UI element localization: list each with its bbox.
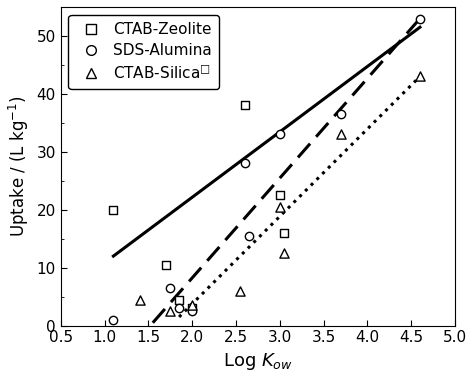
Point <box>337 132 345 138</box>
Point <box>166 285 174 291</box>
Point <box>281 230 288 236</box>
X-axis label: Log $K_{ow}$: Log $K_{ow}$ <box>223 351 293 372</box>
Legend: CTAB-Zeolite, SDS-Alumina, CTAB-Silica$^{□}$: CTAB-Zeolite, SDS-Alumina, CTAB-Silica$^… <box>68 14 219 89</box>
Point <box>237 288 244 294</box>
Point <box>416 74 424 80</box>
Point <box>162 262 170 268</box>
Point <box>281 250 288 256</box>
Y-axis label: Uptake / (L kg$^{-1}$): Uptake / (L kg$^{-1}$) <box>7 96 31 237</box>
Point <box>189 302 196 309</box>
Point <box>241 102 248 108</box>
Point <box>136 296 144 302</box>
Point <box>189 308 196 314</box>
Point <box>189 305 196 311</box>
Point <box>166 308 174 314</box>
Point <box>276 204 283 210</box>
Point <box>276 192 283 198</box>
Point <box>241 160 248 166</box>
Point <box>337 111 345 117</box>
Point <box>246 233 253 239</box>
Point <box>109 317 117 323</box>
Point <box>416 16 424 22</box>
Point <box>175 296 183 302</box>
Point <box>276 132 283 138</box>
Point <box>175 305 183 311</box>
Point <box>109 207 117 213</box>
